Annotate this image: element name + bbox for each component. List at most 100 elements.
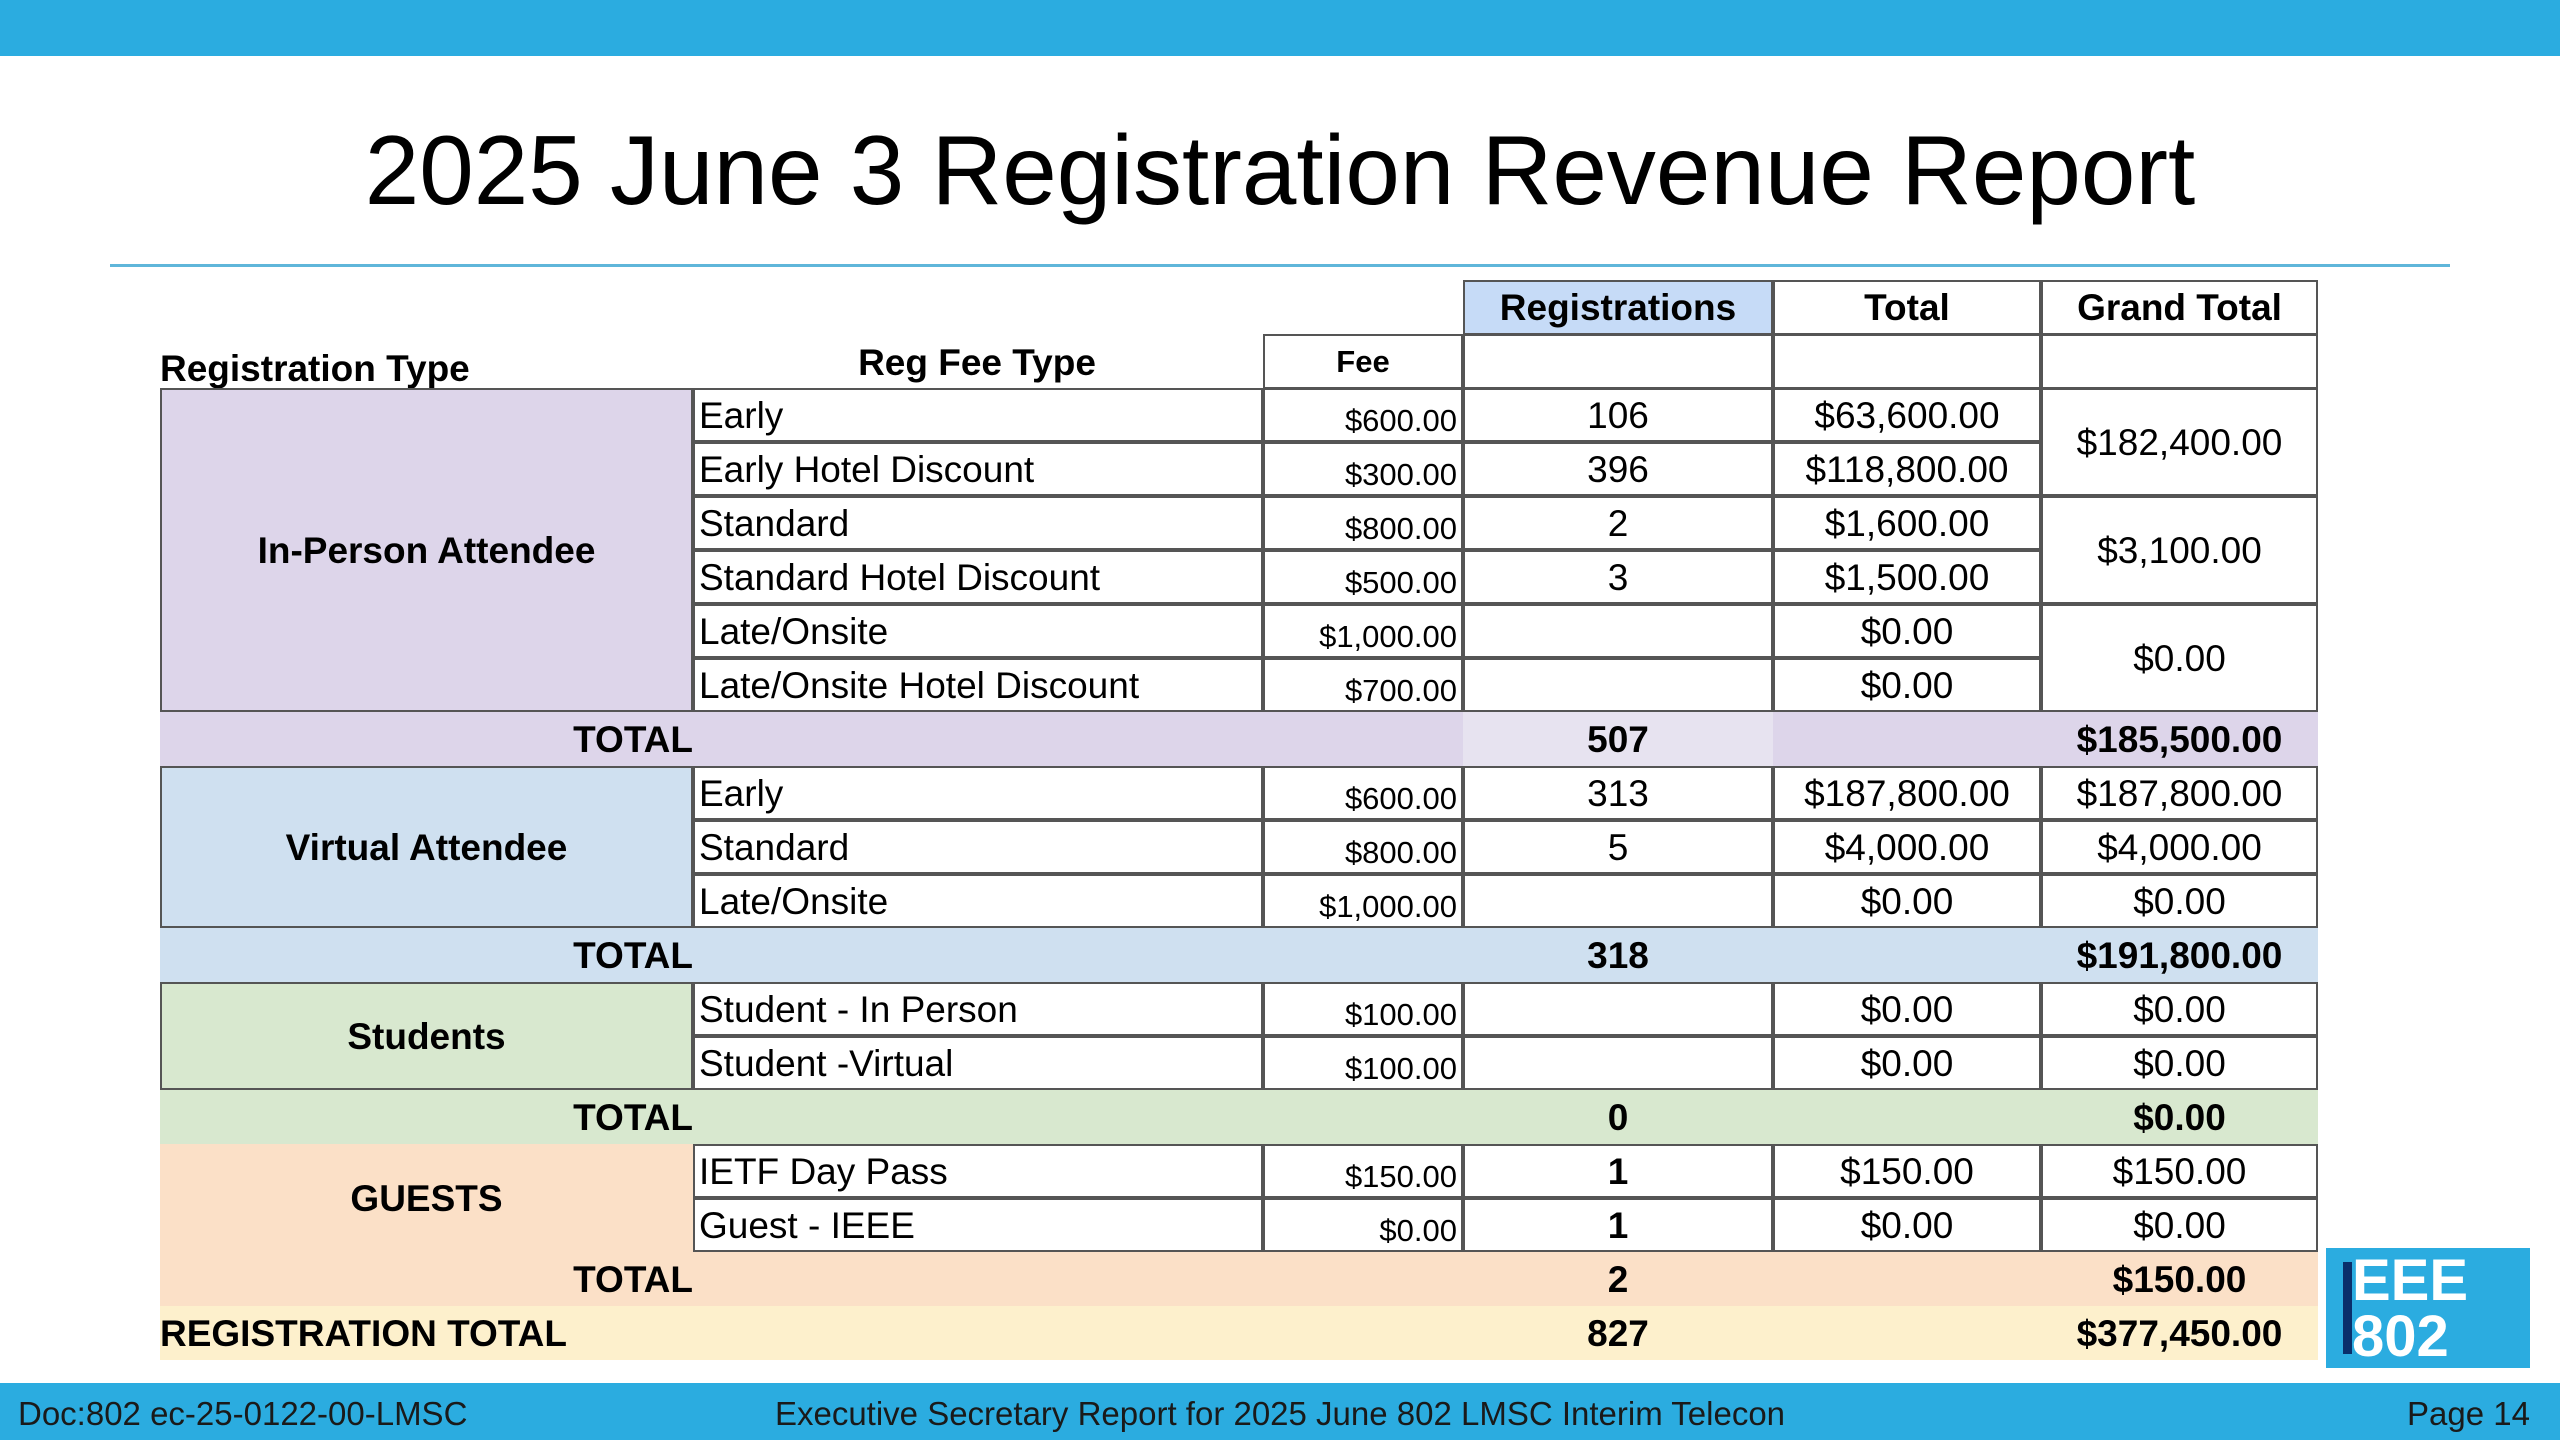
guests-row-1-registrations: 1 — [1463, 1144, 1773, 1198]
top-accent-bar — [0, 0, 2560, 56]
in-person-row-4-type: Standard Hotel Discount — [693, 550, 1263, 604]
virtual-row-1-fee: $600.00 — [1263, 766, 1463, 820]
in-person-total-registrations: 507 — [1587, 718, 1649, 760]
footer-page-number: Page 14 — [2407, 1395, 2530, 1432]
students-group-label: Students — [160, 982, 693, 1090]
in-person-grand-2: $3,100.00 — [2041, 496, 2318, 604]
guests-row-1-fee: $150.00 — [1263, 1144, 1463, 1198]
in-person-row-2-total: $118,800.00 — [1773, 442, 2041, 496]
students-total-registrations: 0 — [1607, 1096, 1629, 1138]
students-total-label: TOTAL — [573, 1096, 693, 1138]
header-registrations: Registrations — [1463, 280, 1773, 335]
virtual-total-registrations: 318 — [1587, 934, 1649, 976]
guests-total-bg — [160, 1252, 2318, 1306]
in-person-row-5-type: Late/Onsite — [693, 604, 1263, 658]
guests-group-label: GUESTS — [350, 1177, 503, 1219]
in-person-row-2-fee: $300.00 — [1263, 442, 1463, 496]
students-row-2-grand: $0.00 — [2041, 1036, 2318, 1090]
virtual-row-2-type: Standard — [693, 820, 1263, 874]
guests-row-1-type: IETF Day Pass — [693, 1144, 1263, 1198]
students-row-1-registrations — [1463, 982, 1773, 1036]
header-total: Total — [1773, 280, 2041, 335]
in-person-row-3-total: $1,600.00 — [1773, 496, 2041, 550]
in-person-row-4-registrations: 3 — [1463, 550, 1773, 604]
students-row-2-registrations — [1463, 1036, 1773, 1090]
guests-total-registrations: 2 — [1607, 1258, 1629, 1300]
in-person-row-5-registrations — [1463, 604, 1773, 658]
in-person-row-1-type: Early — [693, 388, 1263, 442]
header-fee: Fee — [1263, 334, 1463, 389]
in-person-grand-3: $0.00 — [2041, 604, 2318, 712]
students-row-1-total: $0.00 — [1773, 982, 2041, 1036]
students-row-1-fee: $100.00 — [1263, 982, 1463, 1036]
logo-line-2: 802 — [2352, 1304, 2449, 1368]
header-registrations-blank — [1463, 334, 1773, 389]
in-person-total-grand: $185,500.00 — [2076, 718, 2283, 760]
guests-row-2-grand: $0.00 — [2041, 1198, 2318, 1252]
title-divider — [110, 264, 2450, 267]
in-person-row-2-type: Early Hotel Discount — [693, 442, 1263, 496]
page-title: 2025 June 3 Registration Revenue Report — [364, 115, 2196, 225]
virtual-row-1-type: Early — [693, 766, 1263, 820]
in-person-row-6-registrations — [1463, 658, 1773, 712]
registration-total-registrations: 827 — [1587, 1312, 1649, 1354]
in-person-row-3-fee: $800.00 — [1263, 496, 1463, 550]
registration-total-label: REGISTRATION TOTAL — [160, 1312, 567, 1354]
in-person-total-grand-bg — [2041, 712, 2318, 766]
in-person-total-bg — [160, 712, 1463, 766]
virtual-row-2-fee: $800.00 — [1263, 820, 1463, 874]
in-person-total-label: TOTAL — [573, 718, 693, 760]
guests-total-label: TOTAL — [573, 1258, 693, 1300]
in-person-row-3-type: Standard — [693, 496, 1263, 550]
virtual-row-3-total: $0.00 — [1773, 874, 2041, 928]
in-person-row-6-fee: $700.00 — [1263, 658, 1463, 712]
logo-bar — [2343, 1262, 2352, 1354]
virtual-row-1-grand: $187,800.00 — [2041, 766, 2318, 820]
in-person-row-5-total: $0.00 — [1773, 604, 2041, 658]
virtual-row-1-total: $187,800.00 — [1773, 766, 2041, 820]
in-person-group-label: In-Person Attendee — [160, 388, 693, 712]
guests-total-grand: $150.00 — [2112, 1258, 2247, 1300]
in-person-row-5-fee: $1,000.00 — [1263, 604, 1463, 658]
students-total-grand: $0.00 — [2133, 1096, 2226, 1138]
footer-doc-id: Doc:802 ec-25-0122-00-LMSC — [18, 1395, 468, 1432]
virtual-total-label: TOTAL — [573, 934, 693, 976]
students-row-2-type: Student -Virtual — [693, 1036, 1263, 1090]
virtual-row-2-grand: $4,000.00 — [2041, 820, 2318, 874]
virtual-row-3-type: Late/Onsite — [693, 874, 1263, 928]
in-person-row-1-registrations: 106 — [1463, 388, 1773, 442]
students-total-bg — [160, 1090, 2318, 1144]
guests-row-2-registrations: 1 — [1463, 1198, 1773, 1252]
students-row-1-type: Student - In Person — [693, 982, 1263, 1036]
in-person-row-4-fee: $500.00 — [1263, 550, 1463, 604]
virtual-total-bg — [160, 928, 2318, 982]
in-person-row-1-total: $63,600.00 — [1773, 388, 2041, 442]
registration-total-bg — [160, 1306, 2318, 1360]
virtual-row-1-registrations: 313 — [1463, 766, 1773, 820]
header-grand-total: Grand Total — [2041, 280, 2318, 335]
virtual-row-2-registrations: 5 — [1463, 820, 1773, 874]
in-person-total-regs-bg — [1463, 712, 1773, 766]
guests-row-2-fee: $0.00 — [1263, 1198, 1463, 1252]
in-person-row-1-fee: $600.00 — [1263, 388, 1463, 442]
footer-report-title: Executive Secretary Report for 2025 June… — [774, 1395, 1786, 1432]
virtual-row-3-registrations — [1463, 874, 1773, 928]
virtual-row-2-total: $4,000.00 — [1773, 820, 2041, 874]
header-total-blank — [1773, 334, 2041, 389]
header-registration-type: Registration Type — [160, 347, 470, 389]
logo-line-1: EEE — [2352, 1248, 2469, 1313]
students-row-2-fee: $100.00 — [1263, 1036, 1463, 1090]
virtual-row-3-grand: $0.00 — [2041, 874, 2318, 928]
in-person-row-6-total: $0.00 — [1773, 658, 2041, 712]
in-person-row-2-registrations: 396 — [1463, 442, 1773, 496]
registration-total-grand: $377,450.00 — [2076, 1312, 2283, 1354]
ieee-802-logo: EEE 802 — [2326, 1248, 2530, 1368]
virtual-total-grand: $191,800.00 — [2076, 934, 2283, 976]
virtual-row-3-fee: $1,000.00 — [1263, 874, 1463, 928]
header-grand-blank — [2041, 334, 2318, 389]
in-person-grand-1: $182,400.00 — [2041, 388, 2318, 496]
guests-row-2-total: $0.00 — [1773, 1198, 2041, 1252]
in-person-row-6-type: Late/Onsite Hotel Discount — [693, 658, 1263, 712]
header-reg-fee-type: Reg Fee Type — [858, 341, 1096, 383]
students-row-1-grand: $0.00 — [2041, 982, 2318, 1036]
